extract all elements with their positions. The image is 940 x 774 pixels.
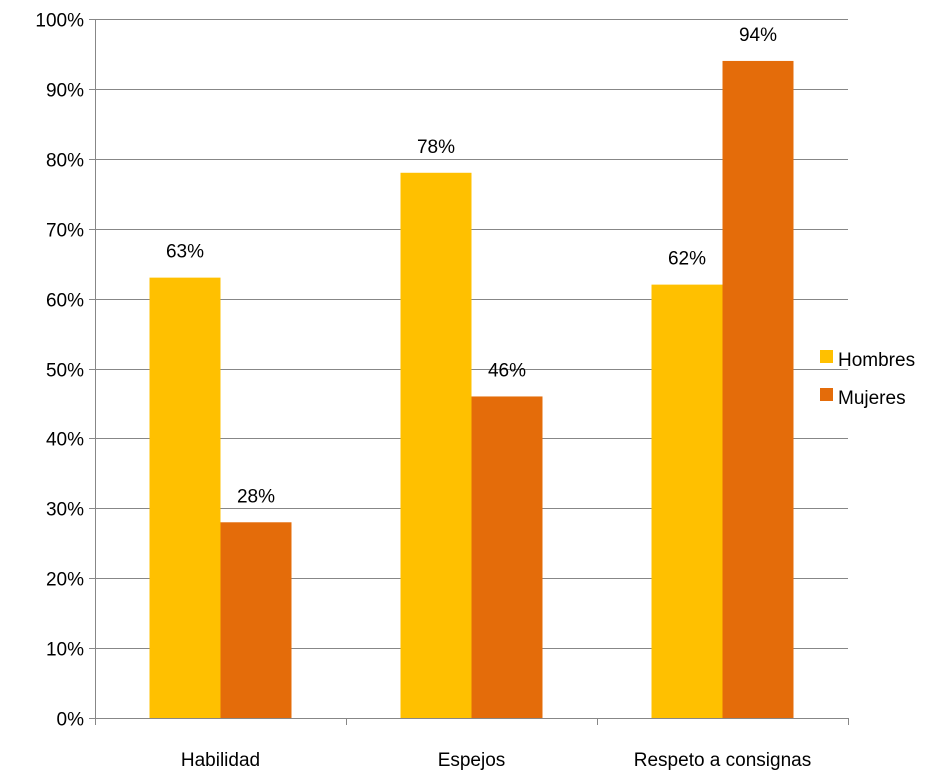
y-tick-label: 80% — [46, 151, 84, 172]
y-tick-label: 70% — [46, 221, 84, 242]
bar-mujeres-3 — [723, 61, 794, 718]
bar-mujeres-2 — [472, 396, 543, 718]
legend-label-mujeres: Mujeres — [838, 388, 906, 409]
y-tick-label: 100% — [35, 11, 84, 32]
y-tick-label: 0% — [57, 710, 85, 731]
data-label: 94% — [739, 25, 777, 46]
legend-label-hombres: Hombres — [838, 350, 915, 371]
y-tick-label: 40% — [46, 430, 84, 451]
y-tick-label: 50% — [46, 361, 84, 382]
data-label: 63% — [166, 242, 204, 263]
bar-hombres-3 — [652, 285, 723, 718]
y-tick-label: 10% — [46, 640, 84, 661]
bar-mujeres-1 — [221, 522, 292, 718]
legend-swatch-mujeres — [820, 388, 833, 401]
data-label: 62% — [668, 249, 706, 270]
legend: Hombres Mujeres — [820, 350, 915, 409]
y-tick-label: 30% — [46, 500, 84, 521]
y-tick-label: 90% — [46, 81, 84, 102]
x-tick-label: Respeto a consignas — [634, 750, 811, 771]
x-tick-label: Habilidad — [181, 750, 260, 771]
y-tick-label: 60% — [46, 291, 84, 312]
data-label: 78% — [417, 137, 455, 158]
bar-hombres-1 — [150, 278, 221, 718]
bar-hombres-2 — [401, 173, 472, 718]
data-label: 28% — [237, 486, 275, 507]
legend-swatch-hombres — [820, 350, 833, 363]
y-tick-label: 20% — [46, 570, 84, 591]
data-label: 46% — [488, 360, 526, 381]
x-tick-label: Espejos — [438, 750, 506, 771]
